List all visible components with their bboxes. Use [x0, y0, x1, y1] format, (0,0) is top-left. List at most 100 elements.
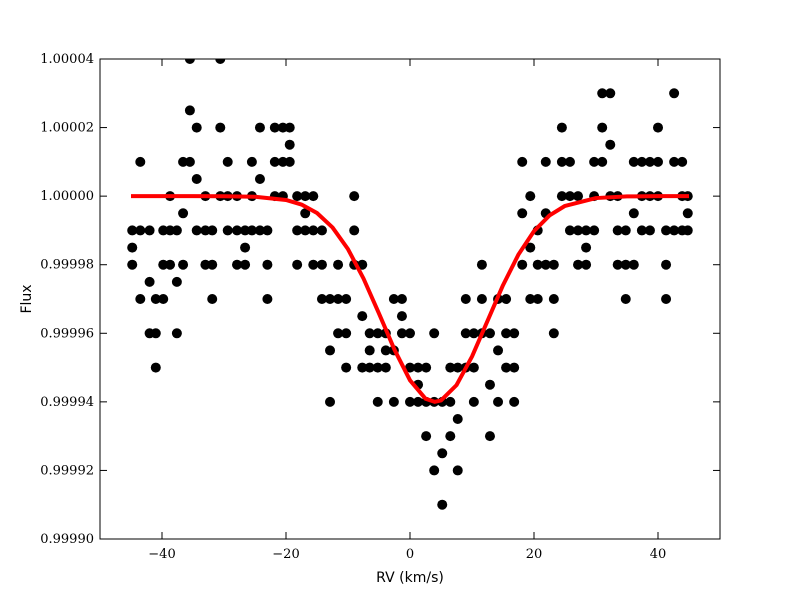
data-point: [636, 156, 647, 167]
data-point: [246, 156, 257, 167]
data-point: [525, 242, 536, 253]
data-point: [215, 59, 226, 64]
data-point: [620, 259, 631, 270]
data-point: [548, 328, 559, 339]
x-tick-label: −20: [272, 547, 299, 562]
data-point: [372, 396, 383, 407]
x-tick-label: 0: [406, 547, 414, 562]
data-point: [573, 191, 584, 202]
data-point: [165, 259, 176, 270]
data-point: [413, 396, 424, 407]
data-point: [452, 362, 463, 373]
data-point: [597, 88, 608, 99]
data-point: [372, 328, 383, 339]
y-tick-label: 1.00004: [40, 52, 94, 67]
data-point: [509, 396, 520, 407]
data-point: [396, 294, 407, 304]
data-point: [144, 225, 155, 236]
data-point: [144, 276, 155, 287]
data-point: [476, 259, 487, 270]
data-point: [421, 431, 432, 442]
data-point: [581, 259, 592, 270]
data-point: [661, 294, 672, 304]
data-point: [171, 328, 182, 339]
data-point: [682, 208, 693, 219]
axes: −40 −20 0 20 40 0.99990 0.99992 0.99994 0.99996 0…: [40, 52, 720, 562]
x-axis-label: RV (km/s): [376, 570, 444, 586]
data-point: [262, 259, 273, 270]
data-point: [476, 294, 487, 304]
data-point: [364, 345, 375, 356]
y-tick-label: 0.99998: [40, 258, 94, 273]
data-point: [661, 259, 672, 270]
data-point: [525, 191, 536, 202]
data-point: [127, 242, 138, 253]
data-point: [628, 208, 639, 219]
data-point: [405, 396, 415, 407]
data-point: [184, 59, 195, 64]
y-tick-label: 0.99994: [40, 395, 94, 410]
data-point: [612, 259, 623, 270]
data-point: [292, 259, 303, 270]
data-point: [484, 328, 495, 339]
data-point: [509, 362, 520, 373]
data-point: [232, 225, 243, 236]
data-point: [644, 225, 655, 236]
data-point: [191, 122, 202, 133]
data-point: [556, 122, 567, 133]
data-point: [628, 156, 639, 167]
data-point: [269, 122, 280, 133]
data-point: [184, 156, 195, 167]
y-tick-label: 0.99996: [40, 326, 94, 341]
data-point: [178, 259, 189, 270]
data-point: [150, 294, 161, 304]
data-point: [682, 225, 693, 236]
data-point: [240, 259, 251, 270]
data-point: [517, 156, 528, 167]
data-point: [540, 156, 551, 167]
data-point: [135, 156, 146, 167]
data-point: [669, 225, 680, 236]
data-point: [661, 225, 672, 236]
plot-area: [127, 59, 693, 510]
data-point: [333, 294, 344, 304]
data-point: [636, 225, 647, 236]
data-point: [300, 225, 311, 236]
data-point: [628, 259, 639, 270]
data-point: [468, 396, 479, 407]
data-point: [171, 225, 182, 236]
data-point: [597, 122, 608, 133]
data-point: [612, 225, 623, 236]
data-point: [564, 191, 575, 202]
data-point: [364, 362, 375, 373]
data-point: [341, 294, 352, 304]
data-point: [171, 276, 182, 287]
data-point: [413, 362, 424, 373]
x-tick-label: 20: [526, 547, 543, 562]
data-point: [564, 225, 575, 236]
data-point: [308, 225, 319, 236]
data-point: [240, 242, 251, 253]
data-point: [215, 122, 226, 133]
data-point: [589, 225, 600, 236]
data-point: [493, 396, 504, 407]
data-point: [388, 294, 399, 304]
y-tick-label: 0.99992: [40, 463, 94, 478]
data-point: [468, 362, 479, 373]
data-point: [341, 328, 352, 339]
data-point: [380, 362, 391, 373]
data-point: [540, 259, 551, 270]
data-point: [284, 156, 295, 167]
data-point: [445, 396, 456, 407]
data-point: [501, 328, 512, 339]
data-point: [262, 225, 273, 236]
data-point: [396, 311, 407, 322]
data-point: [357, 362, 368, 373]
data-point: [380, 345, 391, 356]
y-tick-label: 1.00000: [40, 189, 94, 204]
data-point: [333, 328, 344, 339]
data-point: [429, 328, 440, 339]
data-point: [325, 396, 336, 407]
data-point: [573, 225, 584, 236]
